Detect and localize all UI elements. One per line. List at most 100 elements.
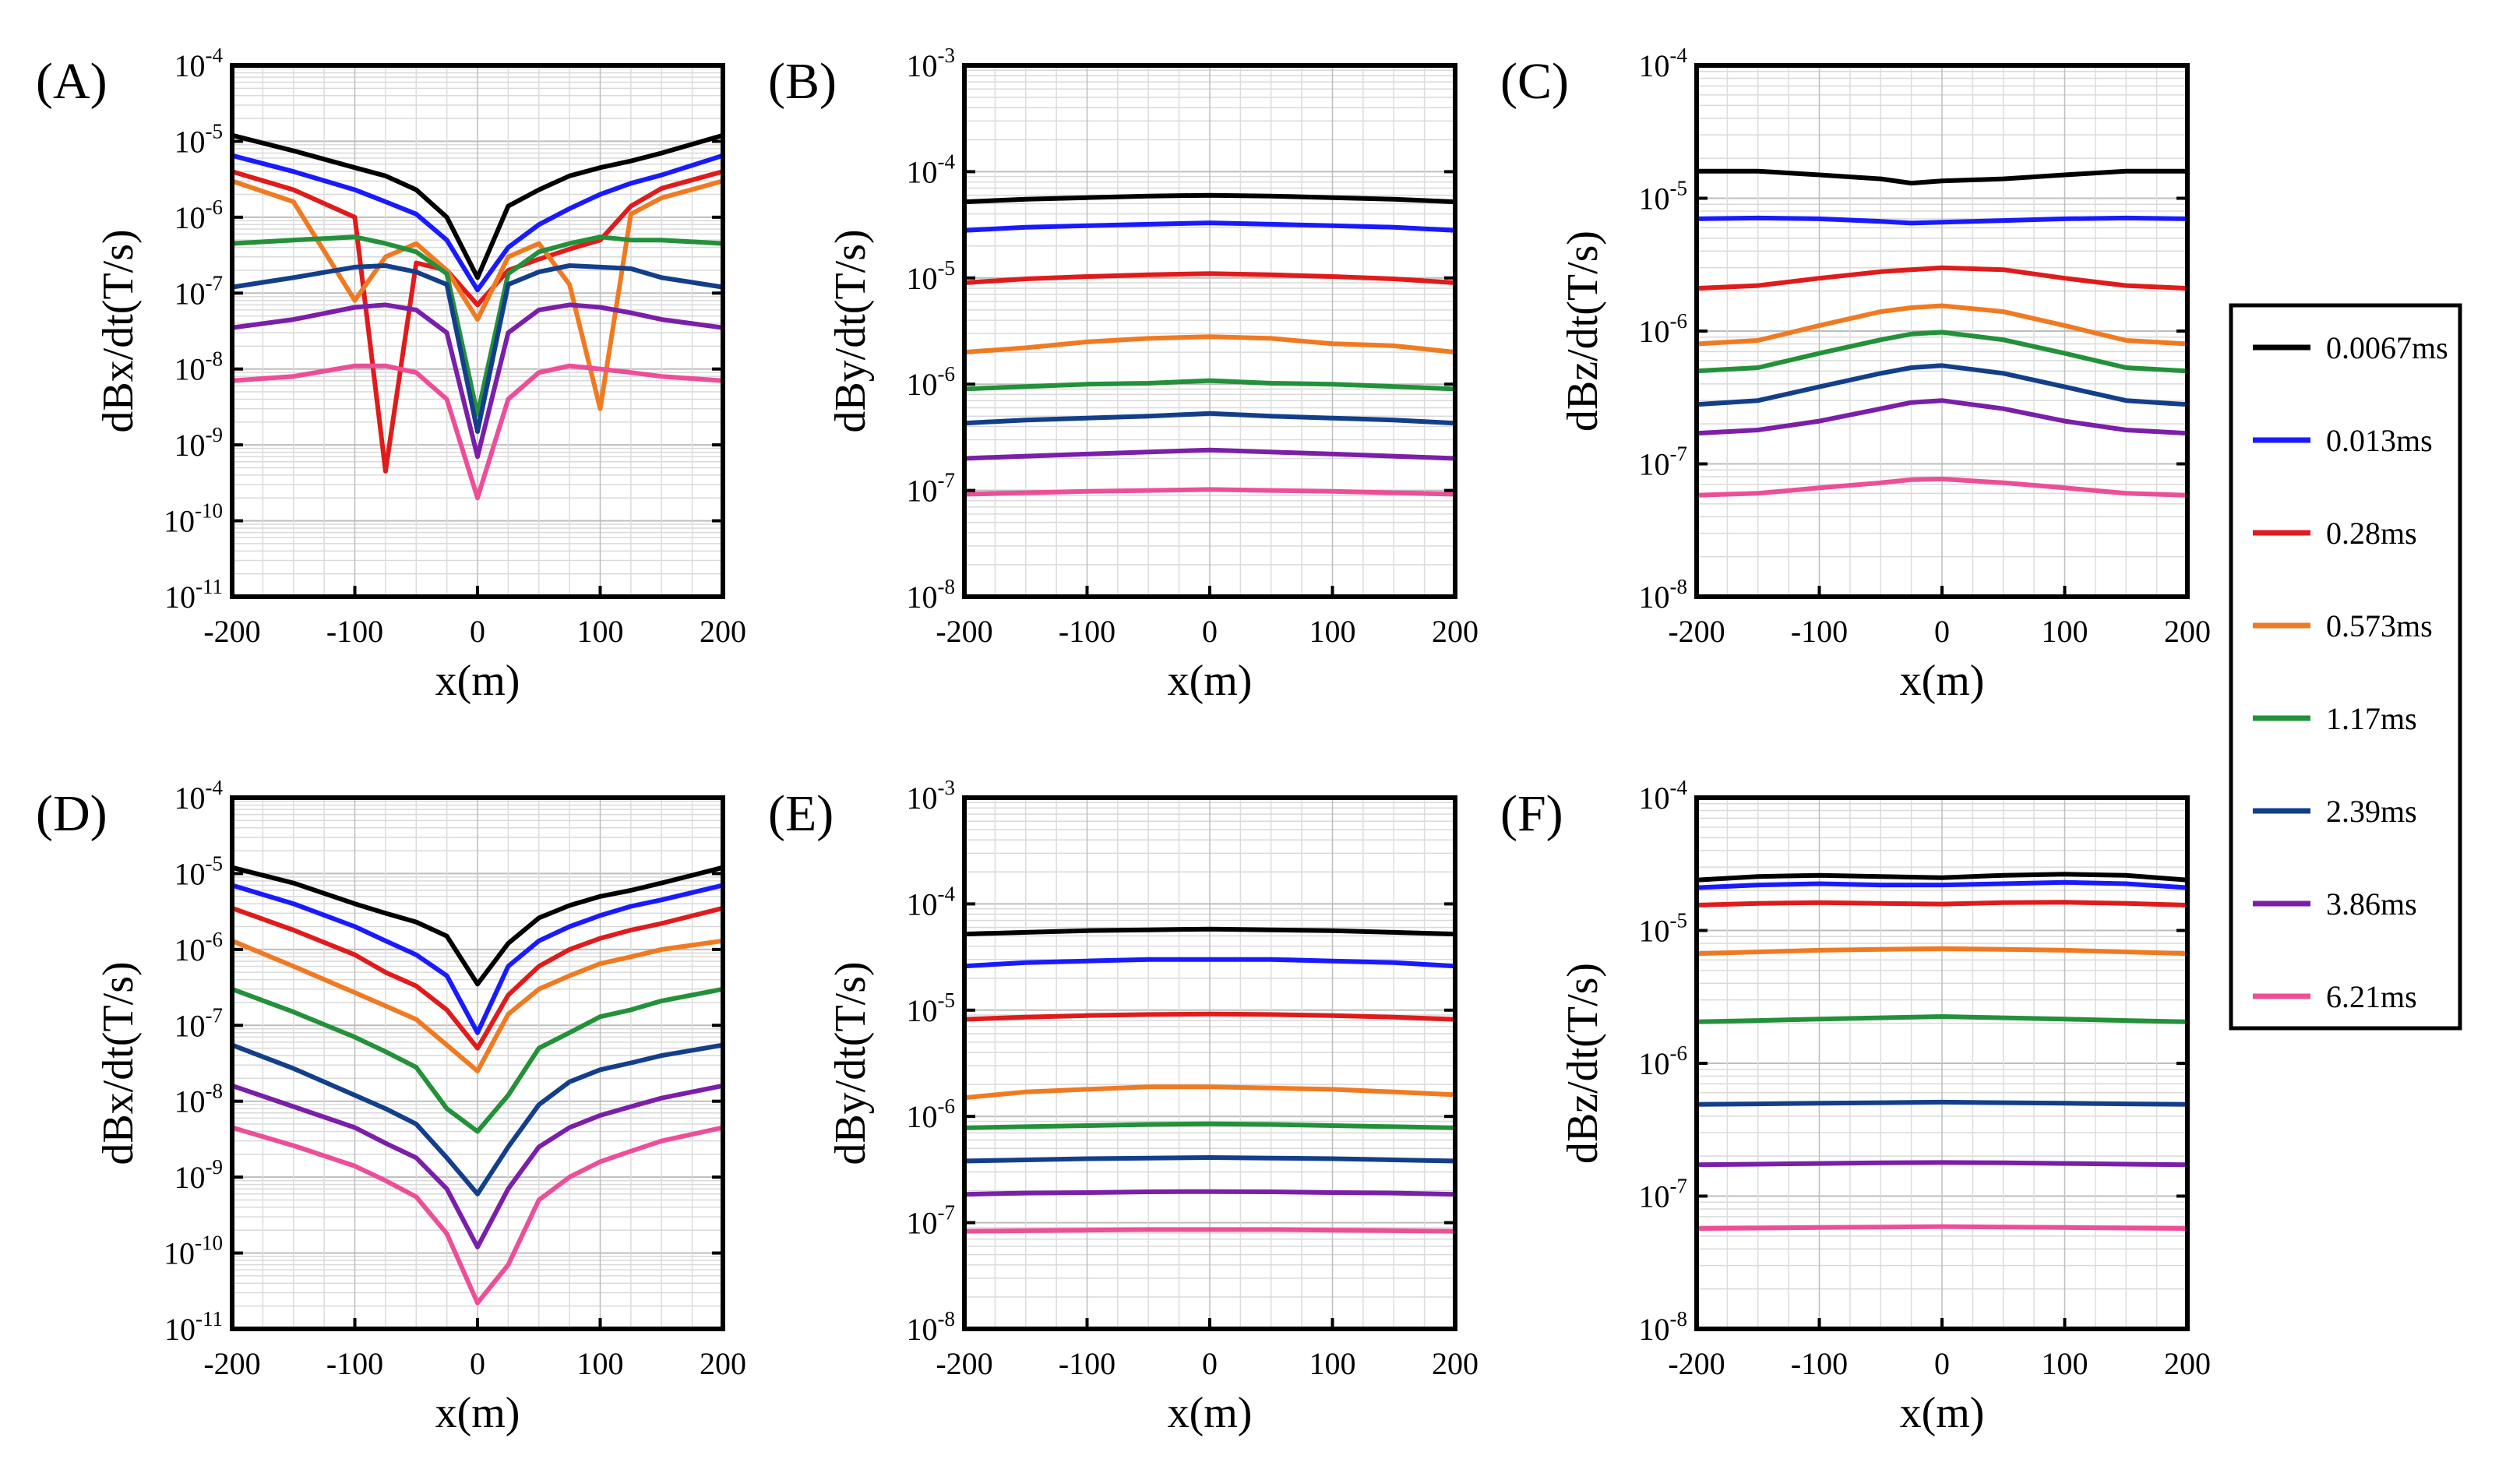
y-tick-label: 10-4 xyxy=(174,44,224,83)
y-tick-label: 10-8 xyxy=(1639,1307,1688,1347)
series-line xyxy=(1694,398,2190,436)
series-line xyxy=(1694,1160,2190,1168)
legend-label: 3.86ms xyxy=(2326,886,2417,922)
legend-label: 0.573ms xyxy=(2326,608,2433,643)
x-axis-label: x(m) xyxy=(435,657,520,705)
y-tick-label: 10-10 xyxy=(164,1232,223,1271)
y-tick-label: 10-7 xyxy=(907,1201,956,1241)
series-line xyxy=(230,302,725,460)
y-tick-label: 10-3 xyxy=(907,44,956,83)
series-line xyxy=(1694,1014,2190,1024)
y-axis-label: dBy/dt(T/s) xyxy=(826,961,875,1165)
y-tick-label: 10-11 xyxy=(164,1307,223,1347)
x-tick-label: 100 xyxy=(577,1346,624,1381)
panel-label: (C) xyxy=(1500,53,1569,110)
x-axis-label: x(m) xyxy=(435,1389,520,1437)
series-line xyxy=(230,938,725,1073)
series-line xyxy=(962,1227,1457,1234)
chart-panel-1: 10-11 10-10 10-9 10-8 10-7 10-6 10-5 10-4 -200 -1… xyxy=(36,44,746,705)
legend-label: 6.21ms xyxy=(2326,979,2417,1014)
series-line xyxy=(1694,265,2190,291)
x-tick-label: -200 xyxy=(203,614,260,649)
y-tick-label: 10-9 xyxy=(174,1155,224,1195)
chart-panel-3: 10-8 10-7 10-6 10-5 10-4 -200 -100 0 100 200 x(m) d… xyxy=(1500,44,2211,705)
x-tick-label: 200 xyxy=(2164,1346,2211,1381)
series-line xyxy=(962,378,1457,392)
x-tick-label: -200 xyxy=(936,614,992,649)
y-tick-label: 10-4 xyxy=(174,776,224,816)
y-tick-label: 10-4 xyxy=(907,150,956,189)
x-tick-label: 0 xyxy=(1934,614,1950,649)
x-tick-label: 100 xyxy=(1309,614,1356,649)
y-tick-label: 10-7 xyxy=(907,469,956,509)
series-line xyxy=(230,153,725,293)
y-tick-label: 10-10 xyxy=(164,499,223,539)
series-line xyxy=(230,1125,725,1306)
series-line xyxy=(230,986,725,1134)
series-line xyxy=(962,334,1457,355)
x-tick-label: 100 xyxy=(2042,614,2088,649)
x-tick-label: 100 xyxy=(2042,1346,2088,1381)
y-tick-label: 10-4 xyxy=(907,882,956,922)
x-tick-label: 200 xyxy=(700,1346,746,1381)
panel-label: (B) xyxy=(768,53,837,110)
series-line xyxy=(962,447,1457,461)
x-tick-label: 0 xyxy=(470,1346,485,1381)
y-tick-label: 10-6 xyxy=(907,362,956,402)
y-tick-label: 10-5 xyxy=(907,256,956,296)
series-line xyxy=(962,487,1457,497)
series-line xyxy=(1694,1099,2190,1107)
series-line xyxy=(1694,303,2190,347)
y-tick-label: 10-7 xyxy=(1639,1175,1688,1214)
x-axis-label: x(m) xyxy=(1168,1389,1253,1437)
y-tick-label: 10-3 xyxy=(907,776,956,816)
series-line xyxy=(1694,168,2190,186)
chart-panel-2: 10-8 10-7 10-6 10-5 10-4 10-3 -200 -100 0 100 200 x… xyxy=(768,44,1479,705)
x-tick-label: 200 xyxy=(2164,614,2211,649)
x-tick-label: -200 xyxy=(1668,614,1725,649)
series-line xyxy=(230,263,725,434)
series-line xyxy=(962,926,1457,937)
y-axis-label: dBx/dt(T/s) xyxy=(94,961,143,1165)
series-line xyxy=(1694,1224,2190,1232)
y-tick-label: 10-7 xyxy=(174,1003,224,1043)
series-line xyxy=(962,957,1457,969)
legend-box xyxy=(2229,303,2462,1031)
x-tick-label: -100 xyxy=(326,1346,383,1381)
series-line xyxy=(230,363,725,501)
legend-label: 0.013ms xyxy=(2326,423,2433,458)
x-tick-label: 100 xyxy=(577,614,624,649)
series-line xyxy=(230,178,725,411)
series-line xyxy=(1694,215,2190,226)
series-line xyxy=(962,1084,1457,1101)
y-tick-label: 10-9 xyxy=(174,423,224,463)
x-tick-label: 0 xyxy=(1202,1346,1218,1381)
series-line xyxy=(962,1121,1457,1130)
y-tick-label: 10-6 xyxy=(1639,1041,1688,1081)
chart-panel-6: 10-8 10-7 10-6 10-5 10-4 -200 -100 0 100 200 x(m) d… xyxy=(1500,776,2211,1437)
series-line xyxy=(1694,363,2190,407)
x-tick-label: -100 xyxy=(1791,1346,1848,1381)
y-axis-label: dBy/dt(T/s) xyxy=(826,229,875,432)
series-line xyxy=(230,1083,725,1249)
chart-panel-4: 10-11 10-10 10-9 10-8 10-7 10-6 10-5 10-4 -200 -1… xyxy=(36,776,746,1437)
y-tick-label: 10-5 xyxy=(174,119,224,159)
series-line xyxy=(1694,872,2190,883)
y-axis-label: dBz/dt(T/s) xyxy=(1559,963,1607,1164)
y-tick-label: 10-8 xyxy=(907,1307,956,1347)
x-tick-label: -100 xyxy=(1791,614,1848,649)
y-tick-label: 10-5 xyxy=(1639,177,1688,217)
x-tick-label: 200 xyxy=(1432,1346,1479,1381)
series-line xyxy=(1694,879,2190,890)
legend-label: 1.17ms xyxy=(2326,701,2417,736)
x-axis-label: x(m) xyxy=(1900,657,1985,705)
y-tick-label: 10-4 xyxy=(1639,44,1688,83)
x-axis-label: x(m) xyxy=(1900,1389,1985,1437)
y-tick-label: 10-7 xyxy=(1639,442,1688,482)
y-tick-label: 10-5 xyxy=(907,989,956,1028)
series-line xyxy=(962,220,1457,233)
legend-label: 2.39ms xyxy=(2326,794,2417,829)
series-line xyxy=(1694,900,2190,907)
y-tick-label: 10-6 xyxy=(1639,309,1688,349)
